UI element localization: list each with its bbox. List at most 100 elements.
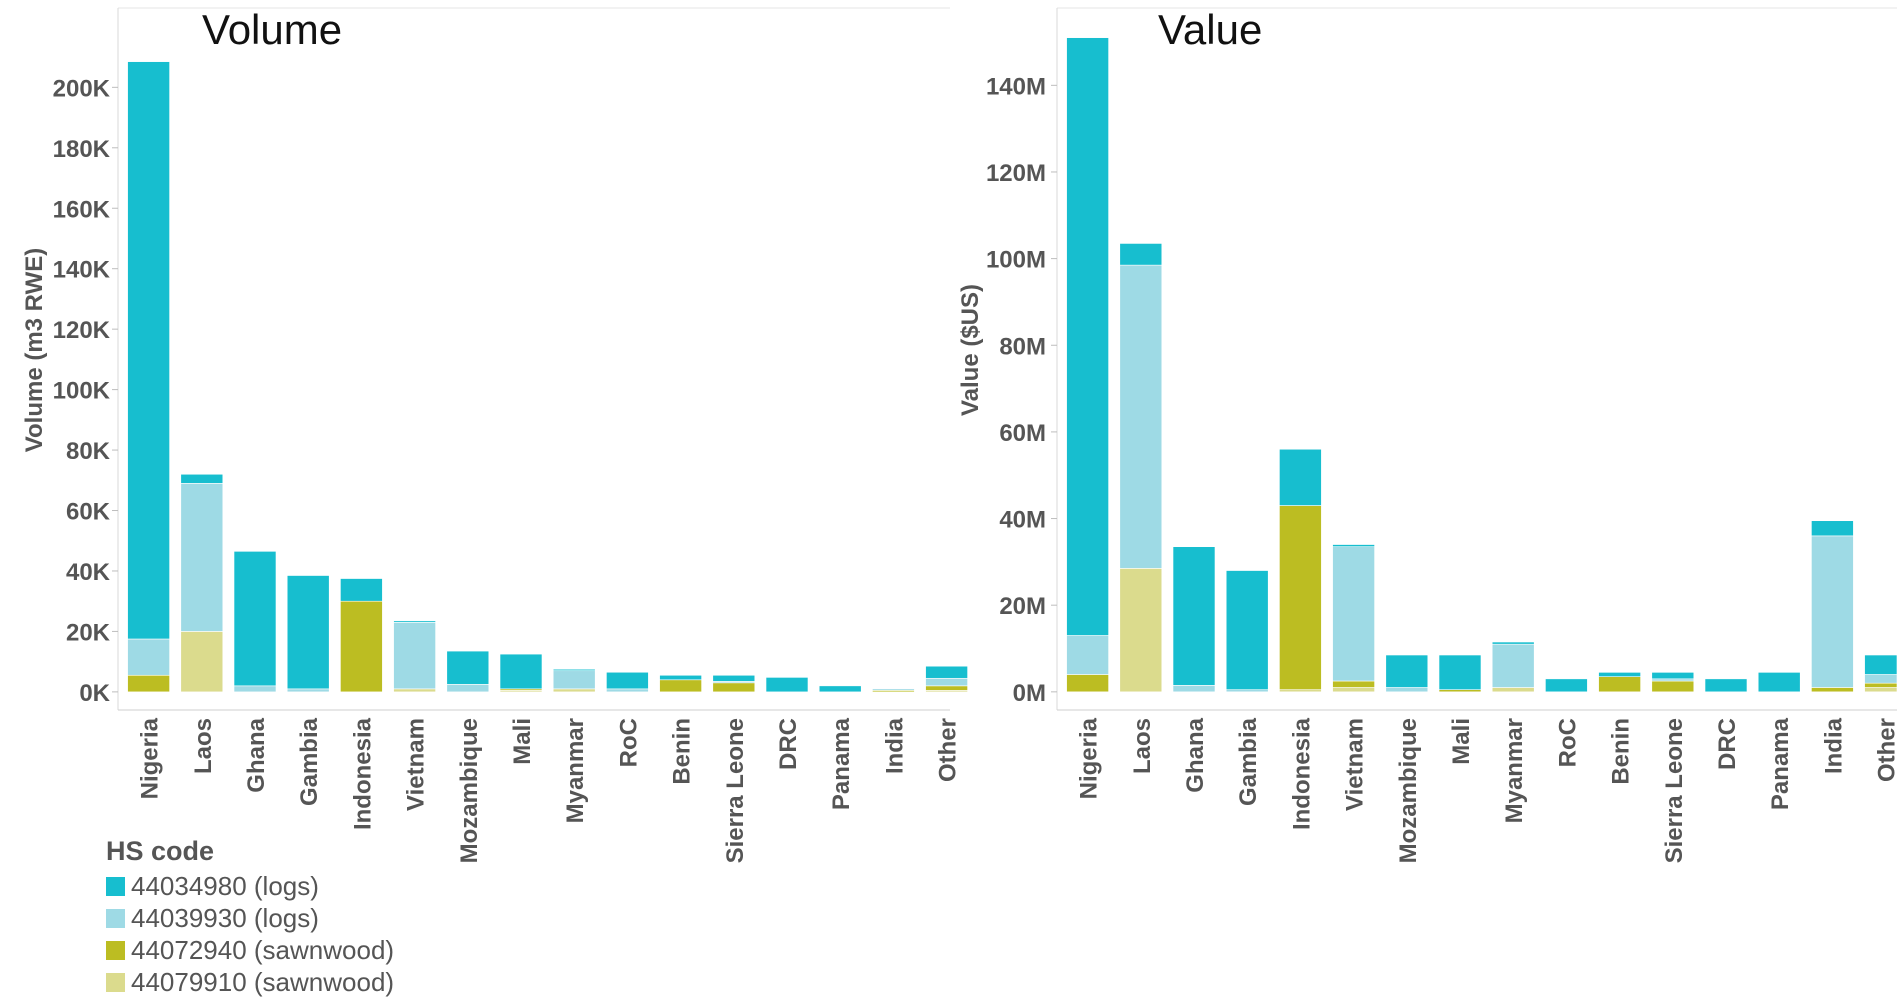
x-tick-label: Gambia [296, 717, 323, 806]
y-tick-label: 200K [53, 75, 111, 102]
legend-swatch [106, 940, 125, 960]
bar-segment-mozambique [446, 684, 490, 693]
y-tick-label: 20M [999, 593, 1046, 620]
x-tick-label: Mozambique [456, 718, 483, 863]
y-tick-label: 120K [53, 317, 111, 344]
bar-segment-indonesia [340, 600, 383, 693]
x-tick-label: Sierra Leone [722, 718, 749, 863]
x-tick-label: Laos [1129, 718, 1156, 774]
bar-segment-vietnam [393, 620, 436, 623]
bar-segment-myanmar [1491, 641, 1535, 645]
bar-segment-india [1811, 687, 1854, 693]
y-tick-label: 120M [986, 160, 1046, 187]
bar-segment-roc [606, 671, 649, 690]
bar-segment-mozambique [1385, 654, 1429, 688]
bar-segment-benin [659, 674, 702, 681]
bar-segment-vietnam [393, 688, 436, 693]
bar-segment-other [1864, 674, 1897, 684]
bar-segment-vietnam [1332, 687, 1375, 693]
y-tick-label: 40M [999, 507, 1046, 534]
y-tick-label: 0K [79, 680, 110, 707]
bar-segment-laos [180, 483, 224, 632]
x-tick-label: Gambia [1235, 717, 1262, 806]
legend-title: HS code [106, 836, 215, 866]
x-tick-label: Ghana [243, 717, 270, 792]
legend-swatch [106, 972, 125, 992]
y-tick-label: 140M [986, 73, 1046, 100]
y-tick-label: 160K [53, 196, 111, 223]
y-tick-label: 40K [66, 559, 111, 586]
legend-item-logs-44039930: 44039930 (logs) [106, 902, 394, 934]
x-tick-label: India [881, 717, 908, 774]
chart-title: Volume [202, 6, 342, 53]
bar-segment-indonesia [1279, 689, 1322, 693]
y-axis-label: Value ($US) [957, 284, 984, 416]
bar-segment-ghana [233, 685, 277, 693]
bar-segment-other [1864, 682, 1897, 688]
bar-segment-benin [1598, 676, 1641, 693]
x-tick-label: Myanmar [1501, 718, 1528, 823]
bar-segment-nigeria [127, 638, 170, 676]
bar-segment-roc [1545, 678, 1588, 693]
bar-segment-sierra-leone [712, 682, 756, 693]
x-tick-label: Panama [828, 717, 855, 810]
bar-segment-other [925, 665, 968, 679]
x-tick-label: RoC [615, 718, 642, 767]
bar-segment-mozambique [446, 650, 490, 685]
bar-segment-drc [765, 677, 809, 693]
bar-segment-indonesia [1279, 505, 1322, 690]
y-tick-label: 100K [53, 378, 111, 405]
x-tick-label: Laos [190, 718, 217, 774]
legend-label: 44079910 (sawnwood) [131, 966, 395, 997]
x-tick-label: Sierra Leone [1661, 718, 1688, 863]
y-tick-label: 20K [66, 619, 111, 646]
x-tick-label: DRC [775, 718, 802, 770]
x-tick-label: Vietnam [403, 718, 430, 811]
bar-segment-myanmar [1491, 687, 1535, 693]
bar-segment-gambia [286, 575, 330, 690]
bar-segment-gambia [1225, 570, 1269, 690]
x-tick-label: DRC [1714, 718, 1741, 770]
bar-segment-mozambique [1385, 687, 1429, 693]
x-tick-label: India [1820, 717, 1847, 774]
x-tick-label: Mozambique [1395, 718, 1422, 863]
chart-value: 0M 20M 40M 60M 80M 100M 120M 140M Value ($US) Val… [957, 6, 1897, 863]
bar-segment-indonesia [340, 578, 383, 602]
x-tick-label: Other [935, 718, 962, 782]
bar-segment-laos [1119, 264, 1163, 569]
bar-segment-vietnam [1332, 680, 1375, 688]
x-tick-label: Myanmar [562, 718, 589, 823]
bar-segment-ghana [1172, 685, 1216, 693]
bar-segment-sierra-leone [1651, 672, 1695, 680]
bar-segment-mali [1438, 689, 1482, 693]
bar-segment-mali [1438, 654, 1482, 690]
legend-label: 44072940 (sawnwood) [131, 934, 395, 965]
bar-segment-vietnam [1332, 546, 1375, 682]
chart-volume: 0K 20K 40K 60K 80K 100K 120K 140K 160K 180K 200K Vo… [21, 6, 968, 863]
legend: HS code 44034980 (logs) 44039930 (logs) … [106, 836, 394, 998]
bar-segment-vietnam [1332, 544, 1375, 548]
bar-segment-sierra-leone [712, 674, 756, 682]
legend-swatch [106, 876, 125, 896]
bar-segment-india [1811, 520, 1854, 537]
y-tick-label: 80M [999, 333, 1046, 360]
bar-segment-other [1864, 654, 1897, 675]
bar-segment-vietnam [393, 622, 436, 690]
bar-segment-mali [499, 653, 543, 690]
y-tick-label: 80K [66, 438, 111, 465]
bar-segment-ghana [233, 551, 277, 687]
bar-segment-sierra-leone [1651, 680, 1695, 693]
legend-label: 44034980 (logs) [131, 870, 319, 901]
x-tick-label: Panama [1767, 717, 1794, 810]
y-tick-label: 180K [53, 136, 111, 163]
bar-segment-laos [1119, 568, 1163, 693]
bar-segment-ghana [1172, 546, 1216, 686]
bar-segment-myanmar [552, 688, 596, 693]
bar-segment-india [872, 688, 915, 691]
bar-segment-myanmar [552, 670, 596, 690]
bar-segment-nigeria [1066, 37, 1109, 636]
x-tick-label: Benin [669, 718, 696, 785]
bar-segment-nigeria [127, 61, 170, 640]
x-tick-label: Vietnam [1342, 718, 1369, 811]
